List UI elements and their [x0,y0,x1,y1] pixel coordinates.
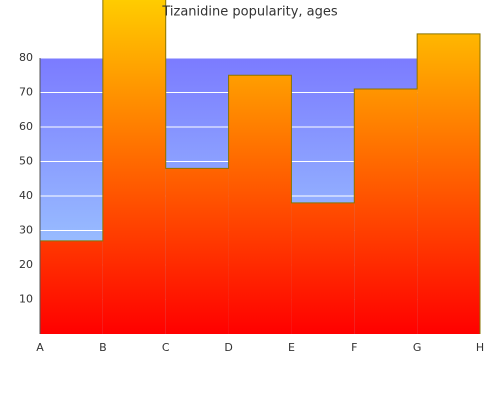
x-tick-label: B [99,341,107,354]
y-tick-label: 10 [19,293,33,306]
x-tick-label: C [162,341,170,354]
bar [102,0,166,334]
bar [165,168,229,334]
y-tick-label: 70 [19,86,33,99]
x-tick-label: F [351,341,357,354]
bar [354,89,418,334]
x-tick-label: H [476,341,484,354]
plot-area: 10 20 30 40 50 60 70 80 A B C D E F G H [19,0,484,354]
outline [39,0,481,334]
bar [40,240,103,334]
bar [291,202,355,334]
bar [228,75,292,334]
chart-title: Tizanidine popularity, ages [161,5,338,20]
x-tick-label: G [413,341,422,354]
x-tick-label: D [224,341,232,354]
y-tick-label: 40 [19,189,33,202]
bar [417,33,480,334]
x-tick-label: A [36,341,44,354]
y-tick-label: 20 [19,258,33,271]
y-tick-label: 60 [19,120,33,133]
y-tick-label: 50 [19,155,33,168]
y-tick-label: 80 [19,51,33,64]
x-tick-label: E [288,341,295,354]
y-tick-label: 30 [19,224,33,237]
